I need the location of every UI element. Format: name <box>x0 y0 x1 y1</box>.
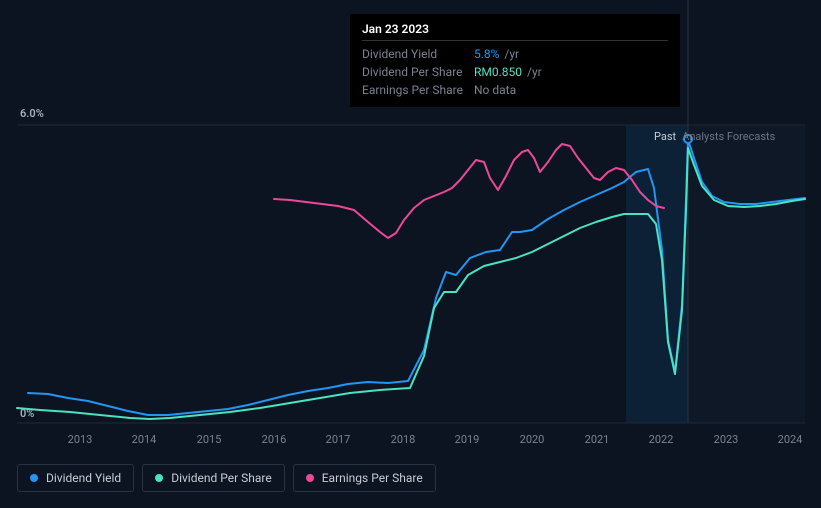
tooltip-row: Dividend Yield5.8% /yr <box>362 45 668 63</box>
legend-label: Dividend Yield <box>46 471 121 485</box>
legend-item[interactable]: Dividend Yield <box>17 464 134 492</box>
tooltip-row: Dividend Per ShareRM0.850 /yr <box>362 63 668 81</box>
x-axis-tick: 2020 <box>520 433 545 446</box>
legend-dot <box>155 474 163 482</box>
x-axis-tick: 2018 <box>391 433 416 446</box>
tooltip-row-label: Earnings Per Share <box>362 81 474 99</box>
y-axis-min-label: 0% <box>20 407 34 420</box>
legend: Dividend Yield Dividend Per Share Earnings… <box>17 464 436 492</box>
tooltip-row-label: Dividend Yield <box>362 45 474 63</box>
tooltip-row-value: 5.8% /yr <box>474 45 519 63</box>
tooltip-row-value: No data <box>474 81 516 99</box>
x-axis-tick: 2024 <box>778 433 803 446</box>
tooltip-title: Jan 23 2023 <box>362 22 668 41</box>
legend-dot <box>306 474 314 482</box>
x-axis-tick: 2021 <box>585 433 610 446</box>
legend-dot <box>30 474 38 482</box>
x-axis-tick: 2022 <box>649 433 674 446</box>
x-axis-tick: 2017 <box>326 433 351 446</box>
x-axis-tick: 2013 <box>68 433 93 446</box>
legend-item[interactable]: Dividend Per Share <box>142 464 285 492</box>
legend-item[interactable]: Earnings Per Share <box>293 464 436 492</box>
hover-tooltip: Jan 23 2023 Dividend Yield5.8% /yrDivide… <box>350 14 680 107</box>
x-axis-tick: 2016 <box>262 433 287 446</box>
legend-label: Earnings Per Share <box>322 471 423 485</box>
x-axis-tick: 2019 <box>455 433 480 446</box>
x-axis-tick: 2014 <box>132 433 157 446</box>
tooltip-row-value: RM0.850 /yr <box>474 63 542 81</box>
tooltip-row: Earnings Per ShareNo data <box>362 81 668 99</box>
x-axis-tick: 2015 <box>197 433 222 446</box>
dividend-chart: 6.0% 0% 2013 2014 2015 2016 2017 2018 2019 2020… <box>0 0 821 508</box>
legend-label: Dividend Per Share <box>171 471 272 485</box>
y-axis-max-label: 6.0% <box>20 107 44 120</box>
tooltip-row-label: Dividend Per Share <box>362 63 474 81</box>
x-axis-tick: 2023 <box>714 433 739 446</box>
